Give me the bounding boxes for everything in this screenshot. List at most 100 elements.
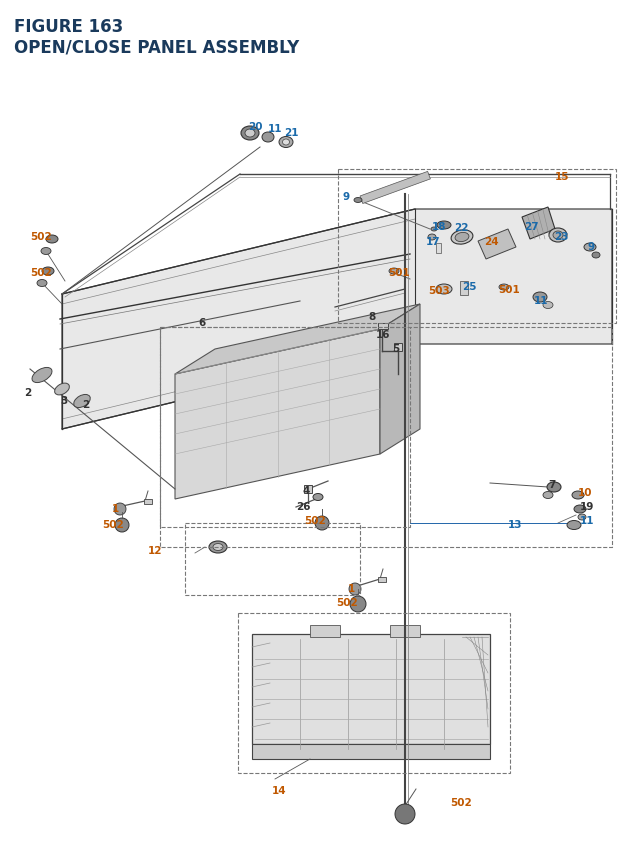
Ellipse shape [42,268,54,276]
Bar [144,499,152,505]
Bar [390,625,420,637]
Bar [185,523,360,595]
Ellipse shape [46,236,58,244]
Ellipse shape [592,253,600,258]
Text: 14: 14 [272,785,287,795]
Text: 502: 502 [102,519,124,530]
Ellipse shape [54,384,69,395]
Ellipse shape [553,232,563,239]
Circle shape [315,517,329,530]
Polygon shape [252,635,490,744]
Ellipse shape [547,482,561,492]
Ellipse shape [428,235,436,241]
Bar [460,282,468,295]
Text: 12: 12 [148,545,163,555]
Text: 21: 21 [284,127,298,138]
Text: 5: 5 [392,344,399,354]
Ellipse shape [282,139,289,146]
Polygon shape [175,305,420,375]
Bar [160,328,612,548]
Text: 7: 7 [548,480,556,489]
Text: 17: 17 [426,237,440,247]
Circle shape [395,804,415,824]
Ellipse shape [37,280,47,288]
Text: 1: 1 [112,504,119,513]
Ellipse shape [32,368,52,383]
Text: 502: 502 [450,797,472,807]
Bar [436,244,441,254]
Text: 9: 9 [342,192,349,201]
Text: 11: 11 [580,516,595,525]
Text: 6: 6 [198,318,205,328]
Ellipse shape [241,127,259,141]
Circle shape [349,583,361,595]
Circle shape [114,504,126,516]
Text: 503: 503 [428,286,450,295]
Text: 26: 26 [296,501,310,511]
Ellipse shape [74,395,90,408]
Text: 15: 15 [555,172,570,182]
Bar [304,486,312,493]
Bar [378,578,386,582]
Text: 25: 25 [462,282,477,292]
Text: 16: 16 [376,330,390,339]
Text: 2: 2 [24,387,31,398]
Bar [338,170,616,324]
Ellipse shape [431,228,437,232]
Text: 22: 22 [454,223,468,232]
Ellipse shape [451,231,473,245]
Ellipse shape [455,233,469,242]
Circle shape [350,597,366,612]
Ellipse shape [313,494,323,501]
Ellipse shape [543,492,553,499]
Ellipse shape [567,521,581,530]
Ellipse shape [41,248,51,255]
Bar [238,613,510,773]
Text: 4: 4 [302,486,309,495]
Ellipse shape [572,492,584,499]
Text: OPEN/CLOSE PANEL ASSEMBLY: OPEN/CLOSE PANEL ASSEMBLY [14,38,300,56]
Text: 11: 11 [534,295,548,306]
Ellipse shape [499,285,509,291]
Text: 502: 502 [30,268,52,278]
Ellipse shape [354,198,362,203]
Text: 3: 3 [60,395,67,406]
Text: 13: 13 [508,519,522,530]
Text: 19: 19 [580,501,595,511]
Text: 501: 501 [498,285,520,294]
Text: 11: 11 [268,124,282,133]
Text: 27: 27 [524,222,539,232]
Polygon shape [175,330,380,499]
Text: 1: 1 [348,583,355,593]
Ellipse shape [436,285,452,294]
Circle shape [115,518,129,532]
Text: 8: 8 [368,312,375,322]
Text: 23: 23 [554,232,568,242]
Polygon shape [62,210,612,430]
Bar [378,324,388,330]
Bar [394,344,402,351]
Bar [160,328,410,528]
Text: 10: 10 [578,487,593,498]
Ellipse shape [262,133,274,143]
Text: 20: 20 [248,122,262,132]
Ellipse shape [549,229,567,243]
Ellipse shape [584,244,596,251]
Polygon shape [380,305,420,455]
Text: 501: 501 [388,268,410,278]
Text: 502: 502 [30,232,52,242]
Text: 502: 502 [304,516,326,525]
Ellipse shape [279,138,293,148]
Polygon shape [252,744,490,759]
Ellipse shape [245,130,255,138]
Text: 2: 2 [82,400,89,410]
Ellipse shape [209,542,227,554]
Bar [310,625,340,637]
Text: 24: 24 [484,237,499,247]
Ellipse shape [533,293,547,303]
Ellipse shape [543,302,553,309]
Text: FIGURE 163: FIGURE 163 [14,18,124,36]
Ellipse shape [437,222,451,230]
Ellipse shape [578,514,586,520]
Ellipse shape [574,505,586,513]
